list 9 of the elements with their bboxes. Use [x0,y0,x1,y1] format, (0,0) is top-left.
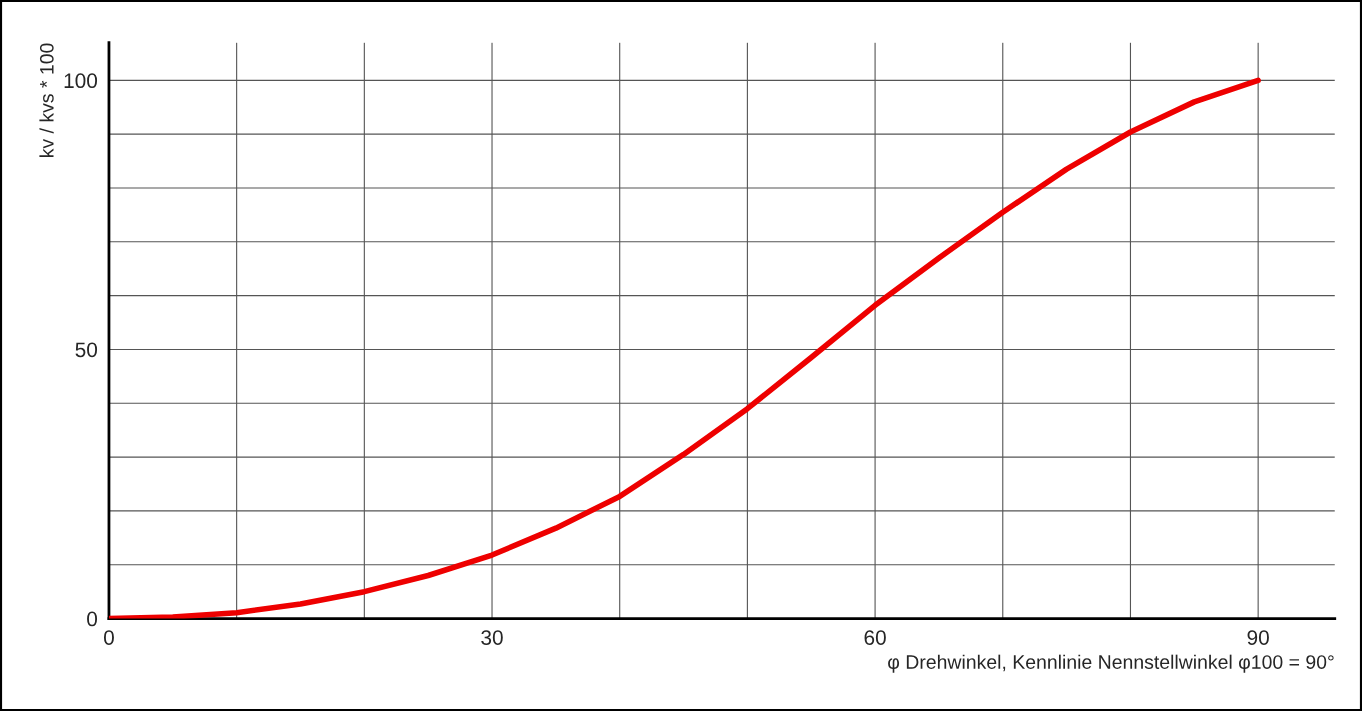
x-tick-label: 0 [103,630,114,645]
y-axis-title: kv / kvs * 100 [39,43,54,157]
x-tick-label: 30 [481,630,503,645]
x-tick-label: 90 [1247,630,1269,645]
y-tick-label: 50 [75,342,98,358]
y-tick-label: 100 [64,73,98,89]
x-axis-title: φ Drehwinkel, Kennlinie Nennstellwinkel φ100 = 90° [888,654,1334,673]
x-tick-label: 60 [864,630,886,645]
y-tick-label: 0 [87,611,98,627]
